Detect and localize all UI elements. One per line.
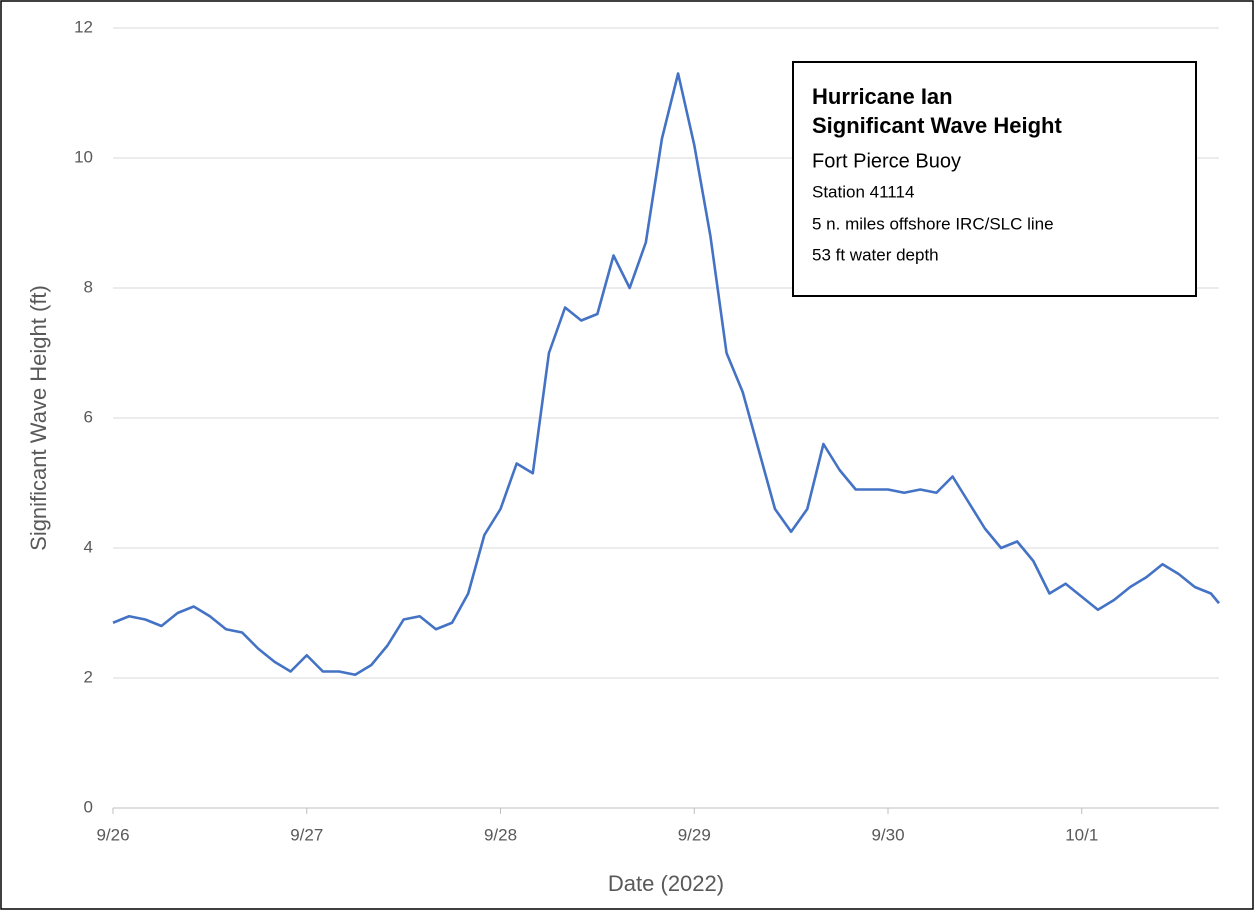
x-tick-label: 9/28 [484, 825, 517, 844]
y-tick-label: 4 [84, 537, 93, 556]
annotation-text: Fort Pierce Buoy [812, 150, 961, 172]
x-axis-title: Date (2022) [608, 871, 724, 896]
annotation-text: Hurricane Ian [812, 84, 953, 109]
y-tick-label: 10 [74, 147, 93, 166]
annotation-box [792, 61, 1197, 297]
annotation-text: 5 n. miles offshore IRC/SLC line [812, 214, 1054, 233]
x-tick-label: 9/27 [290, 825, 323, 844]
y-tick-label: 12 [74, 17, 93, 36]
y-tick-label: 2 [84, 667, 93, 686]
y-tick-label: 6 [84, 407, 93, 426]
y-axis-title: Significant Wave Height (ft) [26, 285, 51, 551]
annotation-text: 53 ft water depth [812, 245, 939, 264]
annotation-text: Significant Wave Height [812, 113, 1062, 138]
data-line [112, 72, 1221, 677]
annotation-text: Station 41114 [812, 182, 914, 201]
x-tick-label: 9/30 [871, 825, 904, 844]
x-tick-label: 9/29 [678, 825, 711, 844]
x-tick-label: 9/26 [96, 825, 129, 844]
y-tick-label: 8 [84, 277, 93, 296]
y-tick-label: 0 [84, 797, 93, 816]
x-tick-label: 10/1 [1065, 825, 1098, 844]
